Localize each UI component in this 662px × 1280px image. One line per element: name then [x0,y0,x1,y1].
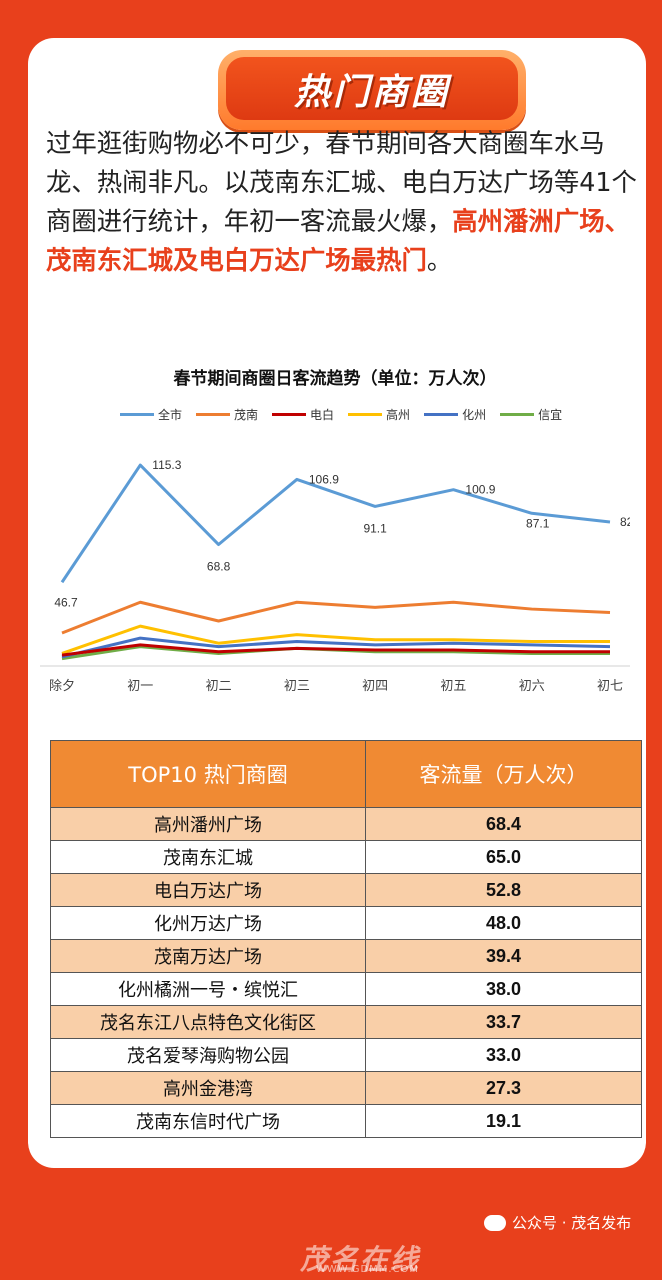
legend-label: 电白 [310,407,335,422]
series-line [61,636,611,659]
row-flow-value: 27.3 [365,1071,642,1105]
table-header-row: TOP10 热门商圈 客流量（万人次） [50,740,642,808]
data-label: 87.1 [526,516,550,530]
table-row: 茂南万达广场 39.4 [50,939,642,973]
legend-item: 茂南 [196,405,258,423]
legend-label: 全市 [158,407,183,422]
table-row: 电白万达广场 52.8 [50,873,642,907]
legend-label: 高州 [386,407,411,422]
table-row: 高州潘州广场 68.4 [50,807,642,841]
intro-paragraph: 过年逛街购物必不可少，春节期间各大商圈车水马龙、热闹非凡。以茂南东汇城、电白万达… [46,124,644,280]
top10-table: TOP10 热门商圈 客流量（万人次） 高州潘州广场 68.4 茂南东汇城 65.0 电… [50,740,642,1138]
x-tick-label: 初四 [362,679,388,694]
table-header-flow: 客流量（万人次） [365,740,642,808]
line-chart: 春节期间商圈日客流趋势（单位：万人次） 全市 茂南 电白 高州 化州 信宜 46.7 115… [40,350,630,720]
wechat-account-label: 公众号 · 茂名发布 [512,1214,632,1232]
chart-plot: 46.7 115.3 68.8 106.9 91.1 100.9 87.1 82.0 除夕 初一 初… [40,458,630,694]
row-flow-value: 38.0 [365,972,642,1006]
series-line [61,624,610,655]
watermark-url: WWW.GDMM.COM [316,1264,420,1275]
row-mall-name: 茂名爱琴海购物公园 [50,1038,366,1072]
legend-swatch [120,412,154,416]
row-mall-name: 茂南东信时代广场 [50,1104,366,1138]
legend-label: 化州 [462,407,487,422]
legend-item: 化州 [424,405,486,423]
legend-swatch [196,412,231,416]
row-flow-value: 65.0 [365,840,642,874]
x-tick-label: 初三 [284,679,310,694]
row-mall-name: 电白万达广场 [50,873,366,907]
data-label: 82.0 [620,515,630,529]
table-row: 茂南东信时代广场 19.1 [50,1104,642,1138]
table-row: 茂名爱琴海购物公园 33.0 [50,1038,642,1072]
data-label: 106.9 [309,472,339,486]
table-row: 化州橘洲一号・缤悦汇 38.0 [50,972,642,1006]
data-label: 100.9 [465,483,495,497]
intro-highlight: 高州潘洲广场、茂南东汇城及电白万达广场最热门 [46,206,630,275]
watermark-logo: 茂名在线 [300,1243,421,1276]
banner-inner: 热门商圈 [226,57,518,120]
row-mall-name: 茂南万达广场 [50,939,366,973]
wechat-account: 公众号 · 茂名发布 [484,1212,631,1233]
row-flow-value: 48.0 [365,906,642,940]
section-banner: 热门商圈 [218,50,526,130]
x-tick-label: 初一 [127,679,153,694]
intro-text: 过年逛街购物必不可少，春节期间各大商圈车水马龙、热闹非凡。以茂南东汇城、电白万达… [46,128,637,236]
x-tick-label: 初五 [440,679,466,694]
x-tick-label: 初六 [519,679,545,694]
table-row: 茂名东江八点特色文化街区 33.7 [50,1005,642,1039]
series-line [61,600,611,635]
legend-item: 信宜 [500,405,562,423]
chart-legend: 全市 茂南 电白 高州 化州 信宜 [120,405,576,423]
series-line [60,463,611,584]
x-tick-label: 除夕 [49,679,75,694]
legend-swatch [272,412,307,416]
data-label: 91.1 [363,521,387,535]
row-flow-value: 33.7 [365,1005,642,1039]
row-flow-value: 68.4 [365,807,642,841]
legend-item: 高州 [348,405,410,423]
row-flow-value: 19.1 [365,1104,642,1138]
row-mall-name: 高州金港湾 [50,1071,366,1105]
x-tick-label: 初七 [597,679,623,694]
data-label: 68.8 [207,560,231,574]
row-mall-name: 茂名东江八点特色文化街区 [50,1005,366,1039]
row-mall-name: 高州潘州广场 [50,807,366,841]
table-row: 化州万达广场 48.0 [50,906,642,940]
x-tick-label: 初二 [206,679,232,694]
table-row: 茂南东汇城 65.0 [50,840,642,874]
table-header-name: TOP10 热门商圈 [50,740,366,808]
row-mall-name: 茂南东汇城 [50,840,366,874]
legend-swatch [424,412,459,416]
row-flow-value: 33.0 [365,1038,642,1072]
legend-label: 信宜 [538,407,563,422]
wechat-icon [484,1214,506,1231]
row-flow-value: 39.4 [365,939,642,973]
table-row: 高州金港湾 27.3 [50,1071,642,1105]
legend-swatch [500,412,535,416]
top10-table-grid: TOP10 热门商圈 客流量（万人次） 高州潘州广场 68.4 茂南东汇城 65.0 电… [50,740,642,1138]
legend-item: 电白 [272,405,334,423]
row-mall-name: 化州万达广场 [50,906,366,940]
section-title: 热门商圈 [293,71,450,113]
intro-end: 。 [426,245,453,275]
data-label: 115.3 [152,458,181,472]
legend-label: 茂南 [234,407,259,422]
row-flow-value: 52.8 [365,873,642,907]
data-label: 46.7 [54,595,78,609]
series-line [61,643,610,657]
legend-item: 全市 [120,405,182,423]
legend-swatch [348,412,383,416]
row-mall-name: 化州橘洲一号・缤悦汇 [50,972,366,1006]
chart-title: 春节期间商圈日客流趋势（单位：万人次） [173,369,497,389]
